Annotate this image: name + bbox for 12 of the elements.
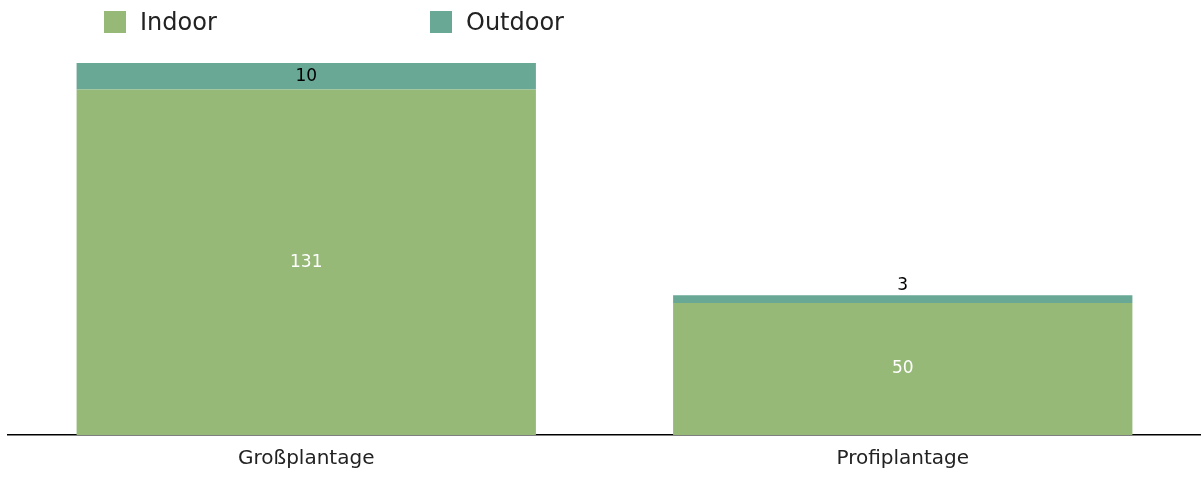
legend-label: Indoor bbox=[140, 8, 217, 36]
x-tick-label: Profiplantage bbox=[836, 445, 970, 470]
bar bbox=[673, 303, 1133, 435]
bar bbox=[76, 63, 536, 90]
data-label: 10 bbox=[295, 64, 318, 85]
data-label: 3 bbox=[897, 274, 909, 295]
bar bbox=[673, 295, 1133, 304]
x-tick-label: Großplantage bbox=[238, 445, 375, 470]
data-label: 131 bbox=[290, 250, 323, 271]
data-label: 50 bbox=[891, 357, 914, 378]
legend-label: Outdoor bbox=[466, 8, 564, 36]
bar bbox=[76, 89, 536, 435]
